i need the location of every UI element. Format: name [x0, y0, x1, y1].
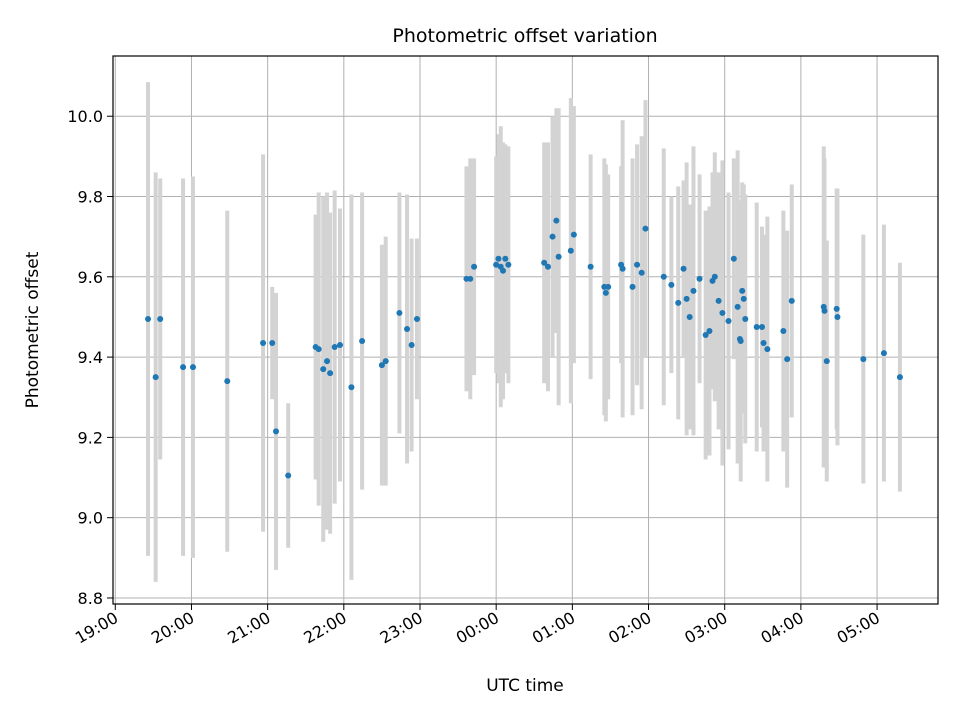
data-point	[683, 295, 690, 302]
data-point	[404, 325, 411, 332]
data-point	[567, 247, 574, 254]
data-point	[471, 263, 478, 270]
chart-title: Photometric offset variation	[392, 25, 657, 47]
data-point	[587, 263, 594, 270]
data-point	[500, 267, 507, 274]
data-point	[541, 259, 548, 266]
data-point	[505, 261, 512, 268]
data-point	[686, 313, 693, 320]
data-point	[180, 364, 187, 371]
data-point	[502, 255, 509, 262]
data-point	[285, 472, 292, 479]
data-point	[668, 281, 675, 288]
data-point	[189, 364, 196, 371]
data-point	[780, 328, 787, 335]
data-point	[605, 283, 612, 290]
data-point	[570, 231, 577, 238]
data-point	[715, 297, 722, 304]
data-point	[382, 358, 389, 365]
data-point	[740, 295, 747, 302]
y-tick-label: 9.0	[78, 509, 103, 528]
y-tick-label: 9.8	[78, 188, 103, 207]
data-point	[675, 299, 682, 306]
data-point	[788, 297, 795, 304]
data-point	[711, 273, 718, 280]
data-point	[378, 362, 385, 369]
data-point	[553, 217, 560, 224]
data-point	[764, 346, 771, 353]
data-point	[555, 253, 562, 260]
data-point	[719, 309, 726, 316]
data-point	[629, 283, 636, 290]
data-point	[680, 265, 687, 272]
data-point	[320, 366, 327, 373]
data-point	[269, 340, 276, 347]
data-point	[760, 340, 767, 347]
data-point	[467, 275, 474, 282]
plot-frame	[112, 55, 939, 605]
data-point	[784, 356, 791, 363]
data-point	[634, 261, 641, 268]
data-point	[619, 265, 626, 272]
data-point	[224, 378, 231, 385]
data-point	[821, 307, 828, 314]
data-point	[549, 233, 556, 240]
y-tick-label: 9.6	[78, 268, 103, 287]
data-point	[737, 338, 744, 345]
data-point	[739, 287, 746, 294]
data-point	[408, 342, 415, 349]
y-tick-label: 9.2	[78, 428, 103, 447]
data-point	[638, 269, 645, 276]
data-point	[396, 309, 403, 316]
data-point	[152, 374, 159, 381]
data-point	[725, 317, 732, 324]
data-point	[860, 356, 867, 363]
data-point	[706, 328, 713, 335]
data-point	[642, 225, 649, 232]
data-point	[157, 315, 164, 322]
data-point	[145, 315, 152, 322]
data-point	[690, 287, 697, 294]
data-point	[880, 350, 887, 357]
data-point	[260, 340, 267, 347]
data-point	[544, 263, 551, 270]
data-point	[753, 323, 760, 330]
data-point	[493, 261, 500, 268]
data-point	[324, 358, 331, 365]
y-tick-label: 10.0	[67, 107, 103, 126]
data-point	[660, 273, 667, 280]
data-point	[833, 305, 840, 312]
data-point	[273, 428, 280, 435]
data-point	[602, 289, 609, 296]
data-point	[337, 342, 344, 349]
data-point	[742, 315, 749, 322]
y-tick-label: 8.8	[78, 589, 103, 608]
data-points	[145, 217, 903, 479]
x-axis-label: UTC time	[486, 676, 564, 696]
y-axis-label: Photometric offset	[23, 251, 43, 408]
data-point	[896, 374, 903, 381]
data-point	[327, 370, 334, 377]
y-axis-ticks: 8.8 9.0 9.2 9.4 9.6 9.8 10.0	[67, 107, 113, 608]
data-point	[734, 303, 741, 310]
data-point	[348, 384, 355, 391]
data-point	[413, 315, 420, 322]
data-point	[359, 338, 366, 345]
data-point	[702, 332, 709, 339]
data-point	[331, 344, 338, 351]
data-point	[834, 313, 841, 320]
y-tick-label: 9.4	[78, 348, 103, 367]
data-point	[759, 323, 766, 330]
grid	[113, 56, 938, 604]
data-point	[495, 255, 502, 262]
data-point	[730, 255, 737, 262]
data-point	[315, 346, 322, 353]
data-point	[823, 358, 830, 365]
data-point	[696, 275, 703, 282]
